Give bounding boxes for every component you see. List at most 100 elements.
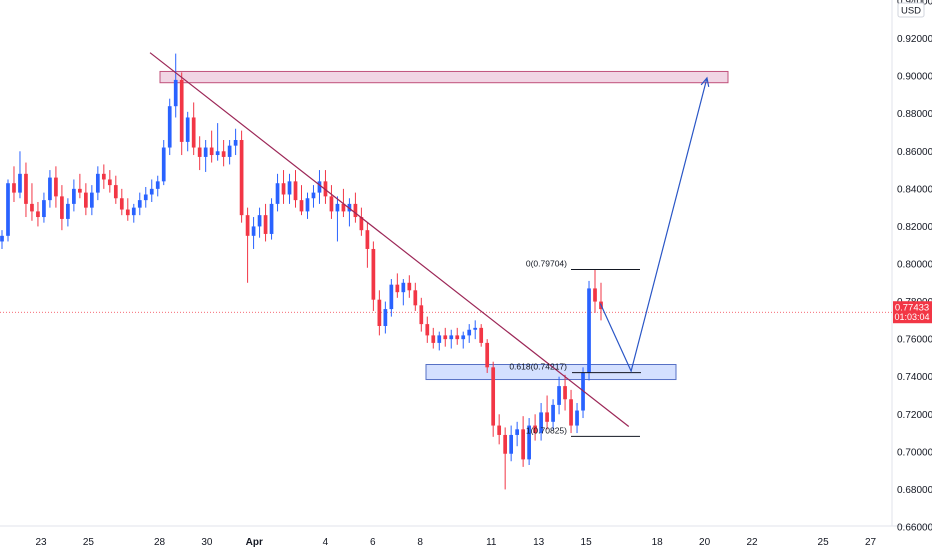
candle xyxy=(371,241,376,311)
candle xyxy=(257,207,262,238)
candle-body xyxy=(18,173,22,193)
candle-body xyxy=(173,79,178,107)
candle-body xyxy=(491,367,496,426)
candle-body xyxy=(251,226,256,236)
candle-body xyxy=(473,327,478,330)
candle xyxy=(125,198,130,221)
candle xyxy=(89,185,94,216)
candle xyxy=(479,324,484,347)
candle-body xyxy=(359,217,364,231)
candle-body xyxy=(42,200,46,218)
candle xyxy=(305,192,310,219)
candle-body xyxy=(89,192,94,208)
candle xyxy=(113,175,118,204)
candle xyxy=(575,403,579,434)
last-price-badge: 0.77433 01:03:04 xyxy=(893,301,932,324)
candle xyxy=(431,327,436,349)
y-tick-label: 0.76000 xyxy=(897,335,932,346)
candle-body xyxy=(167,106,172,148)
candle xyxy=(155,175,160,197)
candle xyxy=(101,164,106,189)
candle xyxy=(419,297,424,332)
candle-body xyxy=(377,299,382,326)
candle-body xyxy=(155,181,160,189)
candle xyxy=(6,179,10,242)
x-tick-label: 8 xyxy=(417,537,423,548)
candle-body xyxy=(281,183,286,195)
candle-body xyxy=(353,203,358,218)
candle-body xyxy=(48,177,52,201)
candle-body xyxy=(401,282,406,293)
candle xyxy=(66,198,70,227)
candle-body xyxy=(305,198,310,212)
candle-body xyxy=(581,372,585,411)
candle-body xyxy=(479,327,484,343)
candle xyxy=(221,140,226,167)
candle xyxy=(215,123,220,161)
candle-body xyxy=(245,215,250,236)
candle-body xyxy=(335,203,340,212)
candle xyxy=(78,173,82,199)
candle-body xyxy=(233,140,238,146)
candle xyxy=(311,185,316,208)
candle xyxy=(581,367,585,419)
candle xyxy=(299,185,304,216)
x-tick-label: 25 xyxy=(818,537,830,548)
candle-body xyxy=(263,215,268,234)
candle-body xyxy=(497,425,502,435)
support-zone xyxy=(425,364,677,381)
candle xyxy=(167,98,172,156)
candle xyxy=(569,389,573,434)
candle-body xyxy=(293,181,298,201)
candle xyxy=(527,418,531,466)
candle xyxy=(173,53,178,118)
candle xyxy=(197,136,202,171)
y-tick-label: 0.90000 xyxy=(897,72,932,83)
y-tick-label: 0.84000 xyxy=(897,184,932,195)
candle-body xyxy=(485,342,490,368)
candle xyxy=(521,416,525,467)
y-tick-label: 0.92000 xyxy=(897,34,932,45)
candle xyxy=(317,170,322,204)
x-tick-label: Apr xyxy=(246,537,263,548)
candle-body xyxy=(30,203,34,212)
candle xyxy=(137,192,142,216)
candle xyxy=(119,188,124,216)
currency-badge[interactable]: USD xyxy=(897,2,925,18)
candle xyxy=(461,331,466,349)
candle-body xyxy=(551,404,555,422)
candle-body xyxy=(341,203,346,212)
candle-body xyxy=(389,284,394,310)
candle xyxy=(143,186,148,208)
candle xyxy=(437,331,442,351)
candle-body xyxy=(449,335,454,340)
candle xyxy=(269,198,274,240)
candle-body xyxy=(78,188,82,193)
candle xyxy=(443,327,448,347)
candle-body xyxy=(443,335,448,340)
candle-body xyxy=(515,429,519,435)
candle xyxy=(149,179,154,203)
candle-body xyxy=(269,203,274,234)
candle xyxy=(401,279,406,306)
candle xyxy=(353,192,358,223)
y-tick-label: 0.80000 xyxy=(897,260,932,271)
candle-body xyxy=(0,235,4,242)
candle xyxy=(533,414,537,441)
candle xyxy=(389,279,394,317)
candle xyxy=(107,170,112,193)
candle-body xyxy=(503,434,508,454)
candle-body xyxy=(365,230,370,249)
x-tick-label: 30 xyxy=(201,537,213,548)
candle xyxy=(131,203,136,223)
candle xyxy=(557,376,561,415)
candle-body xyxy=(209,147,214,156)
candle xyxy=(36,202,40,227)
trendline xyxy=(149,52,630,427)
candle xyxy=(515,421,519,447)
candle xyxy=(497,414,502,445)
candle xyxy=(30,183,34,221)
y-tick-label: 0.72000 xyxy=(897,410,932,421)
